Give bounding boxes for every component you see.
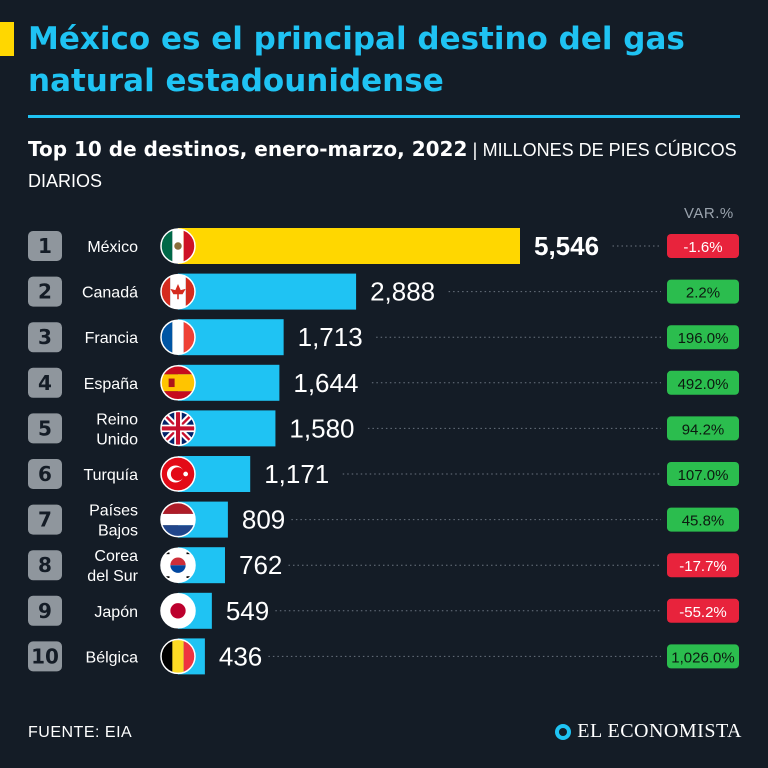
rank-label: 5	[38, 416, 52, 440]
variation-badge	[667, 598, 739, 623]
category-label: Bélgica	[86, 649, 139, 666]
variation-badge	[667, 234, 739, 258]
category-label: Países Bajos	[89, 503, 138, 540]
chart-row-1: 1 México 5,546 -1.6%	[28, 228, 739, 264]
chart-row-4: 4 España 1,644 492.0%	[28, 364, 739, 401]
turkey-flag	[160, 456, 196, 492]
variation-label: 196.0%	[678, 330, 729, 347]
category-label: Canadá	[82, 285, 138, 302]
chart-row-5: 5 Reino Unido 1,580 94.2%	[28, 410, 739, 448]
variation-badge	[667, 279, 739, 304]
page-title: México es el principal destino del gas n…	[28, 21, 685, 99]
rank-box	[28, 595, 62, 626]
rank-box	[28, 322, 62, 353]
variation-label: -55.2%	[679, 604, 727, 621]
unit-separator: |	[472, 140, 478, 160]
rank-label: 8	[38, 553, 52, 577]
category-label: Japón	[94, 604, 138, 621]
variation-label: -1.6%	[683, 239, 722, 256]
category-label: Corea del Sur	[87, 548, 138, 585]
rank-box	[28, 459, 62, 489]
variation-label: 94.2%	[682, 421, 725, 438]
subtitle-text: Top 10 de destinos, enero-marzo, 2022	[28, 137, 468, 161]
unit-label: MILLONES DE PIES CÚBICOS DIARIOS	[28, 140, 737, 191]
spain-flag	[160, 365, 196, 401]
variation-badge	[667, 462, 739, 486]
rank-label: 10	[31, 644, 59, 668]
chart-row-3: 3 Francia 1,713 196.0%	[28, 319, 739, 356]
chart-row-7: 7 Países Bajos 809 45.8%	[28, 501, 739, 540]
category-label: México	[87, 239, 138, 256]
rank-box	[28, 367, 62, 398]
south-korea-flag	[160, 547, 196, 583]
value-label: 1,171	[264, 459, 329, 489]
variation-label: -17.7%	[679, 558, 727, 575]
uk-flag	[160, 410, 196, 447]
value-label: 1,713	[298, 322, 363, 352]
source-note: FUENTE: EIA	[28, 724, 133, 741]
chart-row-6: 6 Turquía 1,171 107.0%	[28, 456, 739, 492]
canada-flag	[160, 273, 196, 310]
rank-box	[28, 550, 62, 581]
variation-badge	[667, 370, 739, 395]
chart-row-10: 10 Bélgica 436 1,026.0%	[28, 638, 739, 675]
value-label: 2,888	[370, 277, 435, 307]
chart-row-9: 9 Japón 549 -55.2%	[28, 592, 739, 629]
netherlands-flag	[160, 501, 196, 538]
category-label: Reino Unido	[96, 411, 138, 448]
category-label: España	[84, 376, 138, 393]
japan-flag	[160, 593, 196, 629]
rank-label: 9	[38, 599, 52, 623]
value-label: 762	[239, 550, 282, 580]
title-divider	[28, 115, 740, 118]
rank-label: 7	[38, 508, 52, 532]
brand-icon	[555, 723, 572, 740]
rank-box	[28, 641, 62, 672]
chart-row-2: 2 Canadá 2,888 2.2%	[28, 273, 739, 310]
rank-label: 4	[38, 371, 52, 395]
variation-badge	[667, 416, 739, 441]
variation-header: VAR.%	[684, 205, 734, 222]
value-label: 809	[242, 505, 285, 535]
bar	[178, 228, 520, 264]
variation-badge	[667, 644, 739, 669]
variation-badge	[667, 507, 739, 532]
value-label: 549	[226, 596, 269, 626]
rank-box	[28, 276, 62, 307]
france-flag	[160, 319, 196, 355]
variation-label: 107.0%	[678, 467, 729, 484]
rank-box	[28, 231, 62, 261]
chart-row-8: 8 Corea del Sur 762 -17.7%	[28, 547, 739, 585]
title-accent-bar	[0, 22, 14, 56]
rank-label: 2	[38, 280, 52, 304]
variation-label: 1,026.0%	[671, 649, 734, 666]
mexico-flag	[160, 228, 196, 264]
rank-box	[28, 413, 62, 444]
brand-logo: EL ECONOMISTA	[555, 720, 742, 743]
value-label: 1,580	[289, 413, 354, 443]
bar	[178, 273, 357, 310]
rank-label: 6	[38, 462, 52, 486]
category-label: Turquía	[83, 467, 138, 484]
brand-name: EL ECONOMISTA	[577, 720, 742, 742]
rank-label: 3	[38, 325, 52, 349]
variation-label: 45.8%	[682, 513, 725, 530]
value-label: 5,546	[534, 231, 599, 261]
rank-label: 1	[38, 234, 52, 258]
value-label: 1,644	[293, 368, 358, 398]
chart-subtitle: Top 10 de destinos, enero-marzo, 2022 | …	[28, 134, 748, 197]
variation-badge	[667, 553, 739, 578]
category-label: Francia	[85, 330, 138, 347]
variation-label: 2.2%	[686, 285, 720, 302]
value-label: 436	[219, 641, 262, 671]
belgium-flag	[160, 638, 196, 675]
variation-label: 492.0%	[678, 376, 729, 393]
rank-box	[28, 504, 62, 535]
variation-badge	[667, 325, 739, 350]
